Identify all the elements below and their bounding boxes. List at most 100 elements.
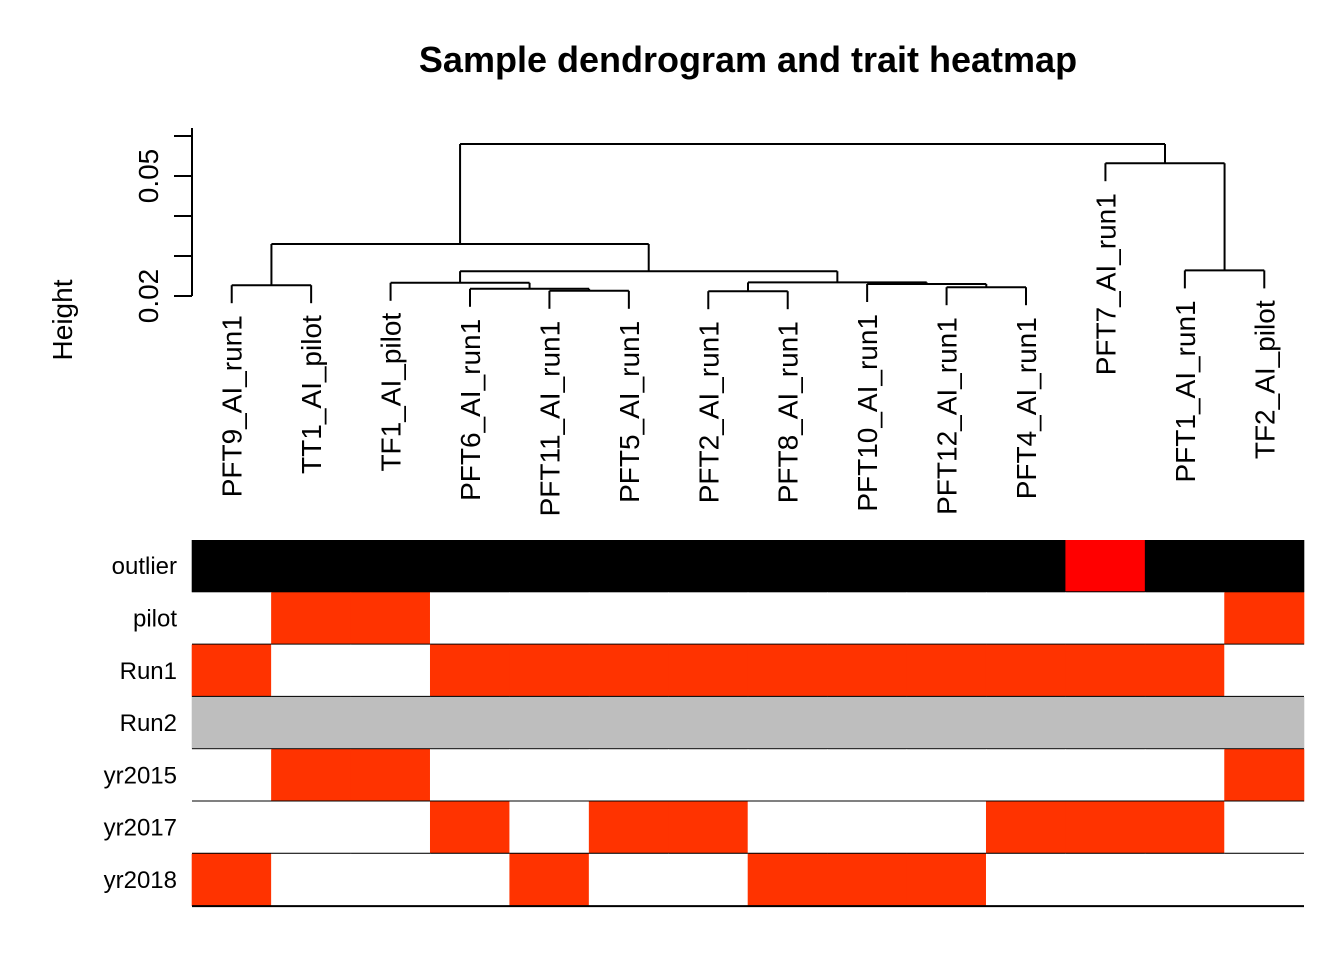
heatmap-cell <box>429 592 511 645</box>
heatmap-cell <box>350 592 431 645</box>
heatmap-cell <box>1065 749 1146 802</box>
sample-label: PFT4_AI_run1 <box>1011 317 1042 499</box>
heatmap-cell <box>271 749 352 802</box>
heatmap-cell <box>350 696 431 750</box>
heatmap-cell <box>429 696 511 750</box>
heatmap-cell <box>191 592 272 645</box>
heatmap-cell <box>1065 801 1146 854</box>
heatmap-cell <box>1144 644 1225 697</box>
heatmap-cell <box>1065 644 1146 697</box>
heatmap-cell <box>191 801 272 854</box>
heatmap-cell <box>509 801 590 854</box>
sample-labels: PFT9_AI_run1 TT1_AI_pilot TF1_AI_pilot PFT6… <box>217 193 1281 516</box>
heatmap-cell <box>1144 540 1225 593</box>
trait-label: outlier <box>112 553 177 580</box>
heatmap-cell <box>588 749 669 802</box>
heatmap-cell <box>1065 853 1146 907</box>
heatmap-cell <box>350 540 431 593</box>
heatmap-cell <box>747 644 828 697</box>
trait-heatmap: outlier pilot Run1 Run2 yr2015 yr2017 yr2018 <box>104 540 1305 908</box>
heatmap-cell <box>429 540 511 593</box>
heatmap-cell <box>191 644 272 697</box>
heatmap-cell <box>191 696 272 750</box>
dendrogram <box>230 143 1266 310</box>
heatmap-cell <box>747 540 828 593</box>
heatmap-cell <box>747 853 828 907</box>
heatmap-cell <box>827 592 908 645</box>
heatmap-cell <box>827 749 908 802</box>
heatmap-cell <box>668 696 749 750</box>
trait-label: yr2018 <box>104 867 177 894</box>
heatmap-cell <box>350 801 431 854</box>
heatmap-cell <box>906 749 987 802</box>
trait-label: Run1 <box>120 658 177 685</box>
heatmap-cell <box>1224 801 1305 854</box>
heatmap-cell <box>668 749 749 802</box>
heatmap-cell <box>588 644 669 697</box>
y-tick-label: 0.05 <box>133 149 164 204</box>
heatmap-cell <box>588 696 669 750</box>
heatmap-cell <box>827 853 908 907</box>
heatmap-cell <box>668 592 749 645</box>
sample-label: PFT5_AI_run1 <box>614 321 645 503</box>
heatmap-cell <box>747 801 828 854</box>
heatmap-cell <box>1224 749 1305 802</box>
heatmap-cell <box>747 696 828 750</box>
y-axis-label: Height <box>47 279 78 360</box>
sample-label: PFT9_AI_run1 <box>217 315 248 497</box>
heatmap-cell <box>429 853 511 907</box>
heatmap-cell <box>906 592 987 645</box>
heatmap-cell <box>271 801 352 854</box>
heatmap-cell <box>985 540 1067 593</box>
heatmap-cell <box>429 644 511 697</box>
heatmap-cell <box>1065 540 1146 593</box>
heatmap-cell <box>1224 853 1305 907</box>
heatmap-cell <box>827 801 908 854</box>
heatmap-cell <box>509 853 590 907</box>
heatmap-cell <box>271 592 352 645</box>
chart-title: Sample dendrogram and trait heatmap <box>419 39 1077 80</box>
heatmap-cell <box>1144 749 1225 802</box>
sample-label: PFT8_AI_run1 <box>773 321 804 503</box>
heatmap-cell <box>1065 696 1146 750</box>
heatmap-cell <box>1144 801 1225 854</box>
heatmap-cell <box>985 644 1067 697</box>
heatmap-cell <box>668 540 749 593</box>
heatmap-cell <box>906 853 987 907</box>
heatmap-cell <box>588 853 669 907</box>
heatmap-cell <box>985 801 1067 854</box>
heatmap-cell <box>827 540 908 593</box>
heatmap-cell <box>271 644 352 697</box>
y-tick-label: 0.02 <box>133 269 164 324</box>
heatmap-cell <box>509 592 590 645</box>
heatmap-cell <box>588 801 669 854</box>
heatmap-cell <box>906 696 987 750</box>
heatmap-cell <box>1144 592 1225 645</box>
heatmap-cell <box>509 696 590 750</box>
sample-label: PFT2_AI_run1 <box>693 321 724 503</box>
heatmap-cell <box>588 592 669 645</box>
heatmap-cell <box>1224 592 1305 645</box>
heatmap-cell <box>827 644 908 697</box>
heatmap-cell <box>350 749 431 802</box>
y-axis: 0.02 0.05 <box>133 128 193 324</box>
heatmap-cell <box>350 853 431 907</box>
heatmap-cell <box>509 540 590 593</box>
heatmap-cell <box>1224 540 1305 593</box>
heatmap-cell <box>985 749 1067 802</box>
sample-label: PFT6_AI_run1 <box>455 319 486 501</box>
heatmap-cell <box>429 749 511 802</box>
heatmap-cell <box>509 749 590 802</box>
sample-label: TF1_AI_pilot <box>376 313 407 472</box>
heatmap-cell <box>350 644 431 697</box>
heatmap-cell <box>985 696 1067 750</box>
trait-label: yr2017 <box>104 815 177 842</box>
heatmap-cell <box>271 696 352 750</box>
heatmap-cell <box>985 592 1067 645</box>
sample-label: PFT10_AI_run1 <box>852 314 883 512</box>
heatmap-cell <box>747 592 828 645</box>
heatmap-cell <box>271 853 352 907</box>
heatmap-cell <box>1065 592 1146 645</box>
sample-label: TT1_AI_pilot <box>296 315 327 474</box>
